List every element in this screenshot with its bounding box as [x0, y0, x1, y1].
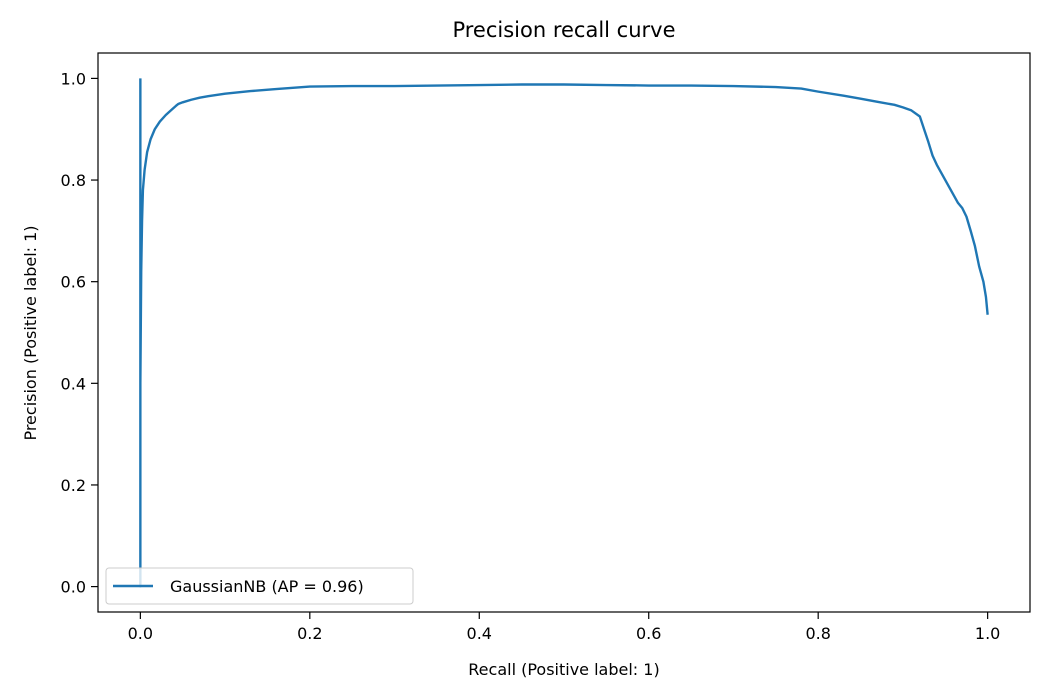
y-axis-ticks: 0.0 0.2 0.4 0.6 0.8 1.0 [61, 69, 98, 597]
legend-label-gaussiannb: GaussianNB (AP = 0.96) [170, 577, 364, 596]
legend: GaussianNB (AP = 0.96) [105, 567, 414, 605]
series-line-gaussiannb [139, 78, 989, 588]
chart-title: Precision recall curve [452, 18, 675, 42]
y-tick-label: 0.2 [61, 476, 86, 495]
x-tick-label: 0.2 [297, 624, 322, 643]
x-tick-label: 0.8 [805, 624, 830, 643]
x-tick-label: 0.0 [128, 624, 153, 643]
y-tick-label: 1.0 [61, 69, 86, 88]
x-axis-label: Recall (Positive label: 1) [468, 660, 659, 679]
y-tick-label: 0.0 [61, 578, 86, 597]
legend-box [105, 567, 414, 605]
y-tick-label: 0.4 [61, 374, 86, 393]
x-tick-label: 0.4 [467, 624, 492, 643]
x-tick-label: 0.6 [636, 624, 661, 643]
x-axis-ticks: 0.0 0.2 0.4 0.6 0.8 1.0 [128, 612, 1000, 643]
y-axis-label: Precision (Positive label: 1) [21, 225, 40, 440]
y-tick-label: 0.8 [61, 171, 86, 190]
x-tick-label: 1.0 [975, 624, 1000, 643]
y-tick-label: 0.6 [61, 273, 86, 292]
series-layer [139, 78, 989, 588]
plot-area [97, 52, 1031, 613]
